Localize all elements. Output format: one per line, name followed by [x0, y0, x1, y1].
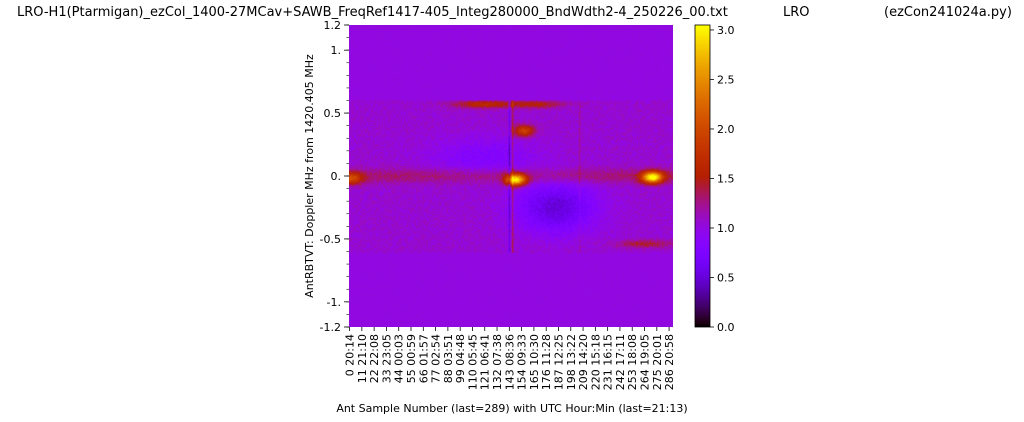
x-tick-label: 264 19:05 [639, 334, 652, 390]
chart-title-right: (ezCon241024a.py) [884, 5, 1012, 20]
y-tick-label: -1. [327, 296, 341, 309]
x-tick-label: 88 03:51 [442, 334, 455, 383]
heatmap-image [349, 25, 673, 327]
x-tick-label: 33 23:05 [380, 334, 393, 383]
colorbar-tick-label: 2.0 [717, 123, 735, 136]
x-tick-label: 77 02:54 [430, 334, 443, 383]
x-tick-label: 187 12:25 [552, 334, 565, 390]
x-tick-label: 0 20:14 [344, 334, 357, 376]
x-tick-label: 132 07:38 [491, 334, 504, 390]
y-tick-label: 1. [331, 44, 342, 57]
x-tick-label: 143 08:36 [503, 334, 516, 390]
colorbar-frame [694, 24, 711, 328]
y-tick-label: 0.5 [324, 107, 342, 120]
colorbar-tick-label: 1.5 [717, 172, 735, 185]
x-tick-label: 242 17:11 [614, 334, 627, 390]
x-tick-label: 44 00:03 [393, 334, 406, 383]
x-tick-label: 99 04:48 [454, 334, 467, 383]
colorbar-tick-label: 0.5 [717, 271, 735, 284]
colorbar-tick-label: 2.5 [717, 73, 735, 86]
colorbar-ticks: 0.0 0.5 1.0 1.5 2.0 2.5 3.0 [710, 24, 735, 334]
x-tick-label: 275 20:01 [651, 334, 664, 390]
x-tick-label: 110 05:45 [466, 334, 479, 390]
x-tick-label: 11 21:10 [356, 334, 369, 383]
colorbar-tick-label: 3.0 [717, 24, 735, 37]
x-tick-label: 209 14:20 [577, 334, 590, 390]
colorbar-tick-label: 1.0 [717, 222, 735, 235]
x-tick-label: 198 13:22 [565, 334, 578, 390]
y-axis-label: AntRBTVT: Doppler MHz from 1420.405 MHz [303, 54, 316, 298]
x-tick-label: 176 11:28 [540, 334, 553, 390]
chart-title-middle: LRO [783, 5, 810, 20]
chart-title: LRO-H1(Ptarmigan)_ezCol_1400-27MCav+SAWB… [17, 5, 728, 20]
x-axis: 0 20:14 11 21:10 22 22:08 33 23:05 44 00:03 5… [344, 327, 676, 390]
x-tick-label: 154 09:33 [516, 334, 529, 390]
x-axis-label: Ant Sample Number (last=289) with UTC Ho… [336, 402, 687, 415]
x-tick-label: 66 01:57 [417, 334, 430, 383]
x-tick-label: 286 20:58 [663, 334, 676, 390]
plot-area [349, 25, 673, 327]
x-tick-label: 121 06:41 [479, 334, 492, 390]
colorbar-gradient [695, 25, 710, 327]
y-tick-label: 1.2 [324, 19, 342, 32]
x-tick-label: 253 18:08 [626, 334, 639, 390]
y-tick-label: -1.2 [320, 321, 341, 334]
x-tick-label: 165 10:30 [528, 334, 541, 390]
y-tick-label: 0. [331, 170, 342, 183]
y-tick-label: -0.5 [320, 233, 341, 246]
x-tick-label: 22 22:08 [368, 334, 381, 383]
x-tick-label: 55 00:59 [405, 334, 418, 383]
colorbar: 0.0 0.5 1.0 1.5 2.0 2.5 3.0 [694, 24, 735, 334]
colorbar-tick-label: 0.0 [717, 321, 735, 334]
y-axis: 1.2 1. 0.5 0. -0.5 -1. -1.2 [320, 19, 349, 334]
x-tick-label: 220 15:18 [589, 334, 602, 390]
x-tick-label: 231 16:15 [602, 334, 615, 390]
